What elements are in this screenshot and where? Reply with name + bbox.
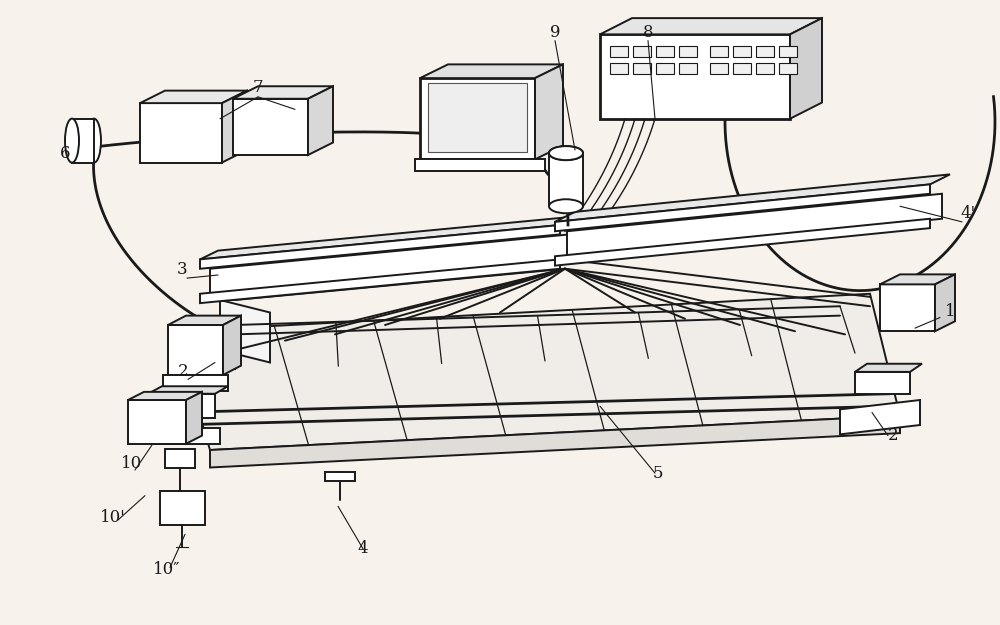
Polygon shape <box>779 46 797 57</box>
Polygon shape <box>233 86 333 99</box>
Polygon shape <box>148 386 228 394</box>
Polygon shape <box>420 64 563 78</box>
Polygon shape <box>128 392 202 400</box>
Polygon shape <box>710 46 728 57</box>
Polygon shape <box>840 400 920 434</box>
Polygon shape <box>148 394 215 418</box>
Text: 8: 8 <box>643 24 653 41</box>
Polygon shape <box>160 491 205 525</box>
Text: 10': 10' <box>100 509 126 526</box>
Polygon shape <box>790 18 822 119</box>
Text: 1: 1 <box>945 302 955 320</box>
Ellipse shape <box>87 119 101 162</box>
Polygon shape <box>880 284 935 331</box>
Polygon shape <box>555 219 930 266</box>
Polygon shape <box>220 300 270 362</box>
Polygon shape <box>567 194 942 256</box>
Text: 4': 4' <box>960 205 976 222</box>
Polygon shape <box>168 316 241 325</box>
Polygon shape <box>165 449 195 468</box>
Polygon shape <box>935 274 955 331</box>
Polygon shape <box>210 234 570 294</box>
Polygon shape <box>633 46 651 57</box>
Polygon shape <box>656 62 674 74</box>
Text: 5: 5 <box>653 464 663 482</box>
Polygon shape <box>600 18 822 34</box>
Polygon shape <box>733 62 751 74</box>
Polygon shape <box>325 472 355 481</box>
Text: 9: 9 <box>550 24 560 41</box>
Polygon shape <box>200 259 560 303</box>
Polygon shape <box>128 400 186 444</box>
Polygon shape <box>555 184 930 231</box>
Polygon shape <box>186 392 202 444</box>
Ellipse shape <box>549 146 583 160</box>
Polygon shape <box>140 103 222 162</box>
Ellipse shape <box>549 199 583 213</box>
Polygon shape <box>535 64 563 159</box>
Polygon shape <box>223 316 241 375</box>
Polygon shape <box>779 62 797 74</box>
Text: 7: 7 <box>253 79 263 96</box>
Ellipse shape <box>65 119 79 162</box>
Polygon shape <box>175 294 900 450</box>
Polygon shape <box>756 46 774 57</box>
Polygon shape <box>756 62 774 74</box>
Polygon shape <box>880 274 955 284</box>
Polygon shape <box>415 159 545 171</box>
Text: 10: 10 <box>121 455 143 472</box>
Polygon shape <box>549 153 583 206</box>
Polygon shape <box>72 119 94 162</box>
Polygon shape <box>679 62 697 74</box>
Polygon shape <box>555 174 950 222</box>
Polygon shape <box>855 372 910 394</box>
Text: 10″: 10″ <box>153 561 181 579</box>
Text: 4: 4 <box>358 540 368 558</box>
Polygon shape <box>308 86 333 155</box>
Polygon shape <box>140 91 247 103</box>
Polygon shape <box>163 375 228 391</box>
Polygon shape <box>610 62 628 74</box>
Polygon shape <box>155 428 220 444</box>
Polygon shape <box>200 216 578 259</box>
Polygon shape <box>656 46 674 57</box>
Polygon shape <box>222 91 247 162</box>
Polygon shape <box>855 364 922 372</box>
Polygon shape <box>210 416 900 468</box>
Polygon shape <box>710 62 728 74</box>
Polygon shape <box>428 83 527 152</box>
Text: 6: 6 <box>60 144 70 162</box>
Polygon shape <box>600 34 790 119</box>
Text: 2': 2' <box>887 427 903 444</box>
Polygon shape <box>610 46 628 57</box>
Polygon shape <box>168 325 223 375</box>
Polygon shape <box>733 46 751 57</box>
Text: 3: 3 <box>177 261 187 279</box>
Polygon shape <box>420 78 535 159</box>
Polygon shape <box>633 62 651 74</box>
Text: 2: 2 <box>178 363 188 381</box>
Ellipse shape <box>549 146 583 160</box>
Polygon shape <box>233 99 308 155</box>
Polygon shape <box>679 46 697 57</box>
Polygon shape <box>200 225 560 269</box>
